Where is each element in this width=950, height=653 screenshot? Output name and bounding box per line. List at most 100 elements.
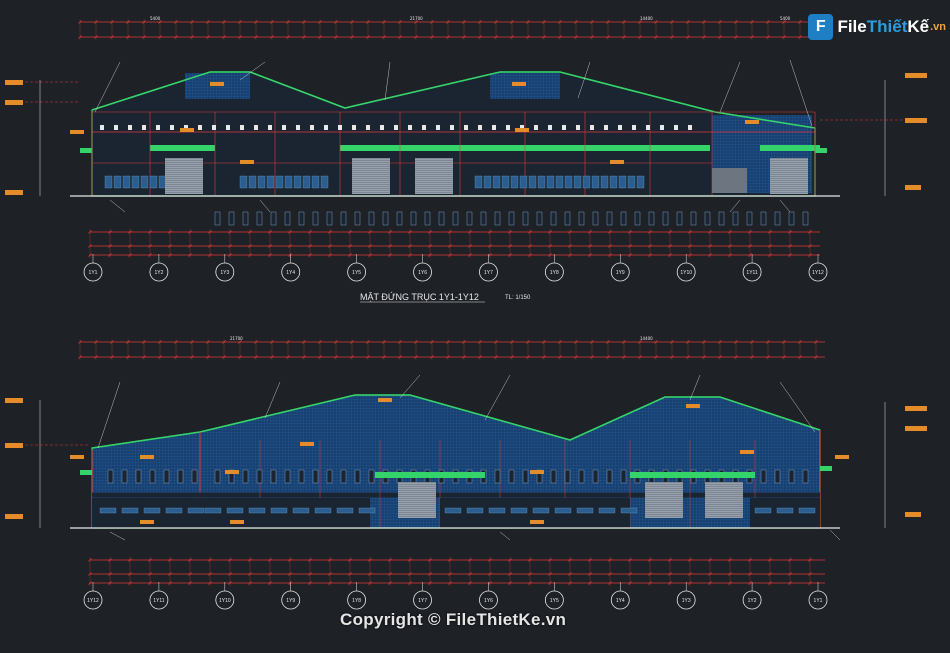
svg-text:14400: 14400 <box>640 16 653 21</box>
slot-window <box>312 211 319 226</box>
slot-window <box>298 469 305 484</box>
low-window <box>754 507 772 514</box>
window-panel <box>564 175 573 189</box>
slot-window <box>802 211 809 226</box>
rollup-door <box>415 158 453 194</box>
svg-text:5400: 5400 <box>780 16 791 21</box>
vent-label <box>366 125 370 130</box>
axis-label-top-4: 1Y4 <box>286 270 295 276</box>
window-panel <box>266 175 275 189</box>
low-window <box>99 507 117 514</box>
vent-label <box>646 125 650 130</box>
low-window <box>336 507 354 514</box>
low-window <box>248 507 266 514</box>
axis-label-bottom-9: 1Y4 <box>616 598 625 604</box>
axis-label-bottom-4: 1Y9 <box>286 598 295 604</box>
slot-window <box>284 469 291 484</box>
slot-window <box>256 211 263 226</box>
vent-label <box>660 125 664 130</box>
vent-label <box>548 125 552 130</box>
vent-label <box>324 125 328 130</box>
axis-bubble <box>83 262 103 282</box>
rollup-door <box>705 482 743 518</box>
vent-label <box>170 125 174 130</box>
window-panel <box>474 175 483 189</box>
slot-window <box>774 469 781 484</box>
vent-label <box>590 125 594 130</box>
window-panel <box>275 175 284 189</box>
window-panel <box>302 175 311 189</box>
window-panel <box>636 175 645 189</box>
slot-window <box>648 211 655 226</box>
axis-label-top-3: 1Y3 <box>220 270 229 276</box>
axis-bubble <box>413 590 432 610</box>
slot-window <box>788 211 795 226</box>
ramp <box>712 168 747 193</box>
slot-window <box>746 211 753 226</box>
rollup-door <box>165 158 203 194</box>
slot-window <box>452 211 459 226</box>
axis-label-bottom-3: 1Y10 <box>219 598 231 604</box>
vent-label <box>632 125 636 130</box>
axis-bubbles: 1Y1 1Y2 1Y3 1Y4 1Y5 1Y6 1Y7 1Y8 1Y9 1Y10 1Y11 1Y12 <box>83 254 828 282</box>
vent-label <box>520 125 524 130</box>
slot-window <box>578 211 585 226</box>
window-panel <box>519 175 528 189</box>
elevation-1y1-1y12: 5400 21700 14400 5400 <box>5 16 927 303</box>
facade-body <box>70 211 849 529</box>
axis-bubble <box>347 262 367 282</box>
window-panel <box>591 175 600 189</box>
elevation-title: MẶT ĐỨNG TRỤC 1Y1-1Y12 <box>360 292 479 302</box>
vent-label <box>282 125 286 130</box>
window-panel <box>104 175 113 189</box>
logo-text-part4: .vn <box>930 21 946 33</box>
slot-window <box>690 211 697 226</box>
window-panel <box>320 175 329 189</box>
slot-window <box>522 211 529 226</box>
low-window <box>204 507 222 514</box>
vent-label <box>240 125 244 130</box>
low-window <box>466 507 484 514</box>
slot-window <box>242 211 249 226</box>
logo-text-part1: File <box>837 17 867 36</box>
leader-notes <box>94 59 813 213</box>
axis-label-bottom-11: 1Y2 <box>748 598 757 604</box>
slot-window <box>354 211 361 226</box>
slot-window <box>760 469 767 484</box>
slot-window <box>438 211 445 226</box>
slot-window <box>121 469 128 484</box>
vent-label <box>254 125 258 130</box>
vent-label <box>156 125 160 130</box>
low-window <box>314 507 332 514</box>
slot-window <box>135 469 142 484</box>
low-window <box>798 507 816 514</box>
slot-window <box>466 211 473 226</box>
axis-label-bottom-7: 1Y6 <box>484 598 493 604</box>
axis-label-bottom-2: 1Y11 <box>153 598 165 604</box>
top-dimension-labels: 5400 21700 14400 5400 <box>150 16 791 21</box>
slot-window <box>522 469 529 484</box>
level-marks-left <box>5 80 80 196</box>
slot-window <box>326 469 333 484</box>
filethietke-logo: F File Thiết Kế .vn <box>808 10 946 44</box>
window-panel <box>122 175 131 189</box>
svg-text:5400: 5400 <box>150 16 161 21</box>
axis-bubble <box>149 262 169 282</box>
axis-bubble <box>83 590 103 610</box>
vent-label <box>464 125 468 130</box>
axis-bubble <box>215 590 235 610</box>
axis-bubble <box>544 590 564 610</box>
window-panel <box>528 175 537 189</box>
rollup-door <box>645 482 683 518</box>
axis-bubble <box>610 262 630 282</box>
slot-window <box>214 211 221 226</box>
axis-bubble <box>215 262 235 282</box>
vent-label <box>268 125 272 130</box>
low-window <box>187 507 205 514</box>
slot-window <box>396 211 403 226</box>
low-window <box>270 507 288 514</box>
low-window <box>444 507 462 514</box>
slot-window <box>284 211 291 226</box>
vent-label <box>338 125 342 130</box>
window-panel <box>501 175 510 189</box>
